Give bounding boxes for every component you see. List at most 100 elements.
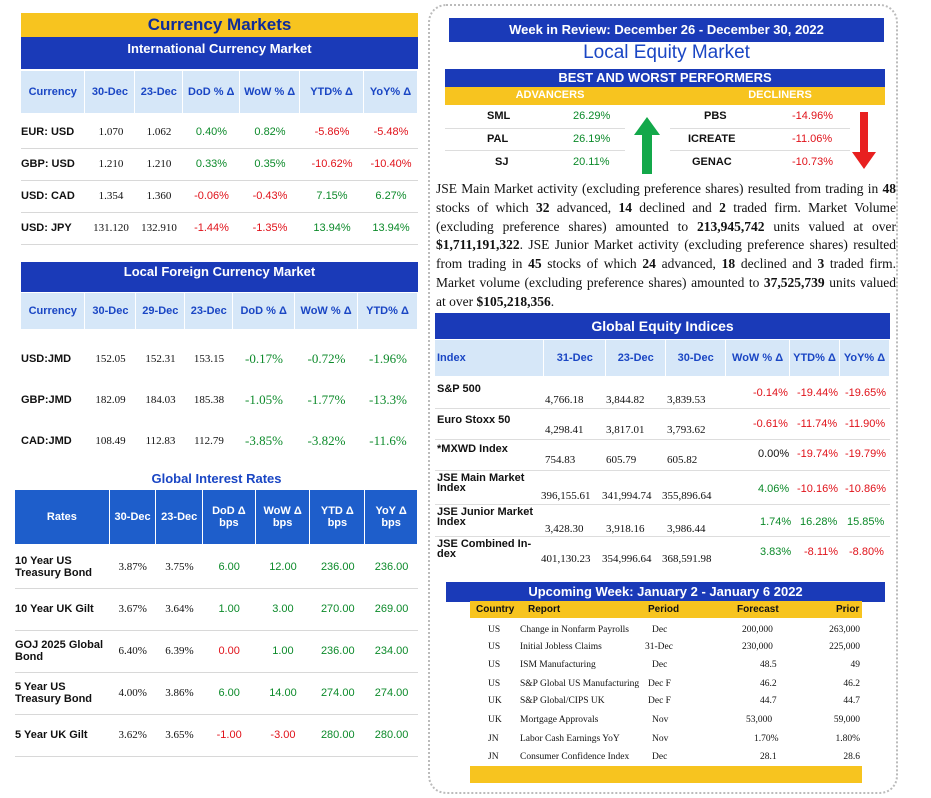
table-row: *MXWD Index 754.83 605.79 605.82 0.00% -… xyxy=(435,440,890,471)
advancer-row: SML 26.29% xyxy=(445,107,625,129)
week-review-panel xyxy=(428,4,898,794)
global-equity-header-table: Index 31-Dec 23-Dec 30-Dec WoW % Δ YTD% … xyxy=(435,340,891,376)
col-header: Forecast xyxy=(737,604,779,615)
ytd-cell: 270.00 xyxy=(310,588,366,631)
advancer-pct: 26.19% xyxy=(573,133,611,145)
prior-cell: 263,000 xyxy=(829,625,860,635)
commentary-text: units valued at over xyxy=(764,218,896,234)
value-cell: 3,793.62 xyxy=(667,424,706,436)
rate-name: 5 Year US Treasury Bond xyxy=(15,672,110,715)
value-cell: 153.15 xyxy=(193,352,225,365)
commentary-text: declined and xyxy=(631,199,720,215)
value-cell: 1.360 xyxy=(135,180,183,213)
table-row: S&P 500 4,766.18 3,844.82 3,839.53 -0.14… xyxy=(435,378,890,409)
commentary-figure: 213,945,742 xyxy=(697,218,765,234)
commentary-text: stocks of which xyxy=(436,199,536,215)
col-header: 31-Dec xyxy=(543,340,607,376)
table-row: US Change in Nonfarm Payrolls Dec 200,00… xyxy=(470,620,862,638)
col-header: Country xyxy=(476,604,515,615)
table-row: UK Mortgage Approvals Nov 53,000 59,000 xyxy=(470,710,862,728)
currency-pair: GBP: USD xyxy=(21,148,87,181)
col-header: 23-Dec xyxy=(605,340,667,376)
commentary-figure: 24 xyxy=(642,256,656,272)
col-header: 30-Dec xyxy=(109,490,157,544)
prior-cell: 59,000 xyxy=(833,715,860,725)
value-cell: 1.354 xyxy=(87,180,135,213)
interest-rates-title: Global Interest Rates xyxy=(151,471,282,486)
forecast-cell: 46.2 xyxy=(760,679,777,689)
ytd-cell: -19.44% xyxy=(797,387,838,399)
yoy-cell: -11.90% xyxy=(845,418,886,430)
value-cell: 4.00% xyxy=(109,672,157,715)
col-header: DoD % Δ xyxy=(232,293,296,329)
advancers-decliners-bar xyxy=(445,87,885,105)
col-header: 23-Dec xyxy=(134,71,184,113)
commentary-text: traded firm. Market volume (excluding pr… xyxy=(436,256,896,290)
currency-markets-title: Currency Markets xyxy=(21,13,418,37)
period-cell: Dec xyxy=(652,752,668,762)
value-cell: 6.40% xyxy=(109,630,157,673)
interest-rates-table: Rates 30-Dec 23-Dec DoD Δ bps WoW Δ bps … xyxy=(15,490,418,544)
ytd-cell: 7.15% xyxy=(300,180,364,213)
local-currency-header: Currency 30-Dec 29-Dec 23-Dec DoD % Δ Wo… xyxy=(21,293,418,329)
yoy-cell: 236.00 xyxy=(365,546,418,589)
decliner-row: PBS -14.96% xyxy=(670,107,850,129)
ytd-cell: 16.28% xyxy=(800,516,838,528)
col-header: Rates xyxy=(15,490,110,544)
yoy-cell: -10.86% xyxy=(845,483,886,495)
commentary-figure: 45 xyxy=(528,256,542,272)
dod-cell: 0.40% xyxy=(183,116,240,149)
col-header: YoY% Δ xyxy=(363,71,418,113)
ytd-cell: 236.00 xyxy=(310,546,366,589)
table-row: US ISM Manufacturing Dec 48.5 49 xyxy=(470,656,862,674)
value-cell: 6.39% xyxy=(156,630,203,673)
country-cell: US xyxy=(488,642,501,652)
prior-cell: 46.2 xyxy=(843,679,860,689)
ytd-cell: 236.00 xyxy=(310,630,366,673)
commentary-text: advanced, xyxy=(549,199,619,215)
commentary-figure: 48 xyxy=(882,181,897,196)
period-cell: Dec xyxy=(652,660,668,670)
col-header: WoW % Δ xyxy=(239,71,301,113)
table-row: GOJ 2025 Global Bond 6.40% 6.39% 0.00 1.… xyxy=(15,630,418,673)
dod-cell: 1.00 xyxy=(202,588,256,631)
value-cell: 112.83 xyxy=(145,434,176,447)
table-row: JSE Junior Market Index 3,428.30 3,918.1… xyxy=(435,505,890,537)
col-header: YTD Δ bps xyxy=(309,490,366,544)
commentary-text: units valued at over xyxy=(436,274,896,309)
interest-rates-header: Rates 30-Dec 23-Dec DoD Δ bps WoW Δ bps … xyxy=(15,490,418,544)
table-row: GBP:JMD 182.09 184.03 185.38 -1.05% -1.7… xyxy=(21,379,418,420)
rate-name: 10 Year UK Gilt xyxy=(15,588,110,631)
table-row: Euro Stoxx 50 4,298.41 3,817.01 3,793.62… xyxy=(435,409,890,440)
wow-cell: 4.06% xyxy=(758,483,790,495)
dod-cell: 0.33% xyxy=(183,148,240,181)
value-cell: 4,766.18 xyxy=(545,394,584,406)
decliner-pct: -14.96% xyxy=(792,110,833,122)
table-row: 10 Year US Treasury Bond 3.87% 3.75% 6.0… xyxy=(15,546,418,589)
commentary-figure: 37,525,739 xyxy=(763,274,825,290)
yoy-cell: -8.80% xyxy=(849,546,884,558)
col-header: 30-Dec xyxy=(84,71,136,113)
col-header: DoD % Δ xyxy=(182,71,241,113)
value-cell: 3.65% xyxy=(156,714,203,757)
country-cell: JN xyxy=(488,734,499,744)
table-row: JSE Main Market Index 396,155.61 341,994… xyxy=(435,471,890,505)
col-header: YTD% Δ xyxy=(789,340,840,376)
col-header: YTD% Δ xyxy=(357,293,418,329)
table-row: 5 Year UK Gilt 3.62% 3.65% -1.00 -3.00 2… xyxy=(15,714,418,757)
currency-pair: CAD:JMD xyxy=(21,434,72,447)
commentary-figure: $1,711,191,322 xyxy=(436,237,520,253)
table-row: USD:JMD 152.05 152.31 153.15 -0.17% -0.7… xyxy=(21,338,418,379)
wow-cell: 12.00 xyxy=(255,546,311,589)
yoy-cell: 15.85% xyxy=(847,516,885,528)
wow-cell: -3.00 xyxy=(255,714,311,757)
forecast-cell: 230,000 xyxy=(742,642,773,652)
value-cell: 3,844.82 xyxy=(606,394,645,406)
value-cell: 1.070 xyxy=(87,116,135,149)
decliner-pct: -10.73% xyxy=(792,156,833,168)
advancers-label: ADVANCERS xyxy=(515,89,585,101)
prior-cell: 44.7 xyxy=(843,696,860,706)
commentary-figure: 18 xyxy=(721,256,736,272)
table-row: US Initial Jobless Claims 31-Dec 230,000… xyxy=(470,638,862,656)
prior-cell: 28.6 xyxy=(843,752,860,762)
